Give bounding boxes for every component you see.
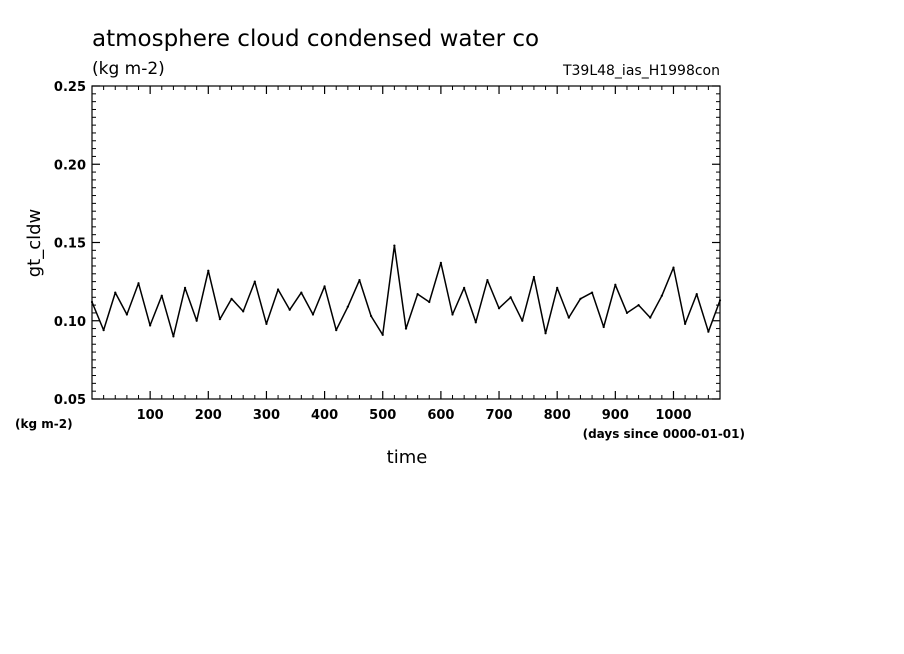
minor-ticks [92, 86, 720, 399]
data-point [463, 286, 466, 289]
data-point [160, 294, 163, 297]
run-label: T39L48_ias_H1998con [562, 63, 720, 79]
data-point [660, 294, 663, 297]
x-tick-label: 1000 [655, 408, 691, 423]
data-point [556, 286, 559, 289]
data-point [439, 261, 442, 264]
data-point [393, 244, 396, 247]
data-point [288, 308, 291, 311]
data-point [265, 322, 268, 325]
y-tick-label: 0.25 [54, 80, 86, 95]
data-point [486, 278, 489, 282]
data-point [707, 330, 710, 333]
data-point [404, 327, 408, 330]
y-tick-label: 0.20 [54, 158, 86, 173]
data-point [497, 307, 501, 310]
data-point [346, 305, 349, 308]
y-axis-label: gt_cldw [24, 209, 45, 278]
x-tick-label: 700 [485, 408, 512, 423]
data-point [474, 321, 477, 324]
data-point [253, 280, 256, 283]
data-points [90, 244, 722, 338]
data-point [509, 296, 512, 299]
data-point [428, 300, 431, 304]
data-point [195, 319, 198, 322]
data-point [672, 266, 675, 269]
data-point [276, 288, 280, 291]
data-point [602, 325, 605, 329]
data-point [149, 324, 152, 327]
data-point [323, 285, 326, 288]
data-point [218, 318, 222, 321]
data-point [335, 329, 338, 332]
data-point [718, 299, 722, 302]
data-point [590, 291, 594, 294]
data-point [521, 319, 524, 322]
data-point [684, 322, 687, 325]
x-tick-label: 900 [602, 408, 629, 423]
data-point [114, 291, 117, 294]
data-point [311, 313, 315, 316]
major-ticks [92, 85, 720, 400]
x-tick-label: 400 [311, 408, 338, 423]
x-tick-label: 200 [195, 408, 222, 423]
x-axis-units: (days since 0000-01-01) [583, 427, 745, 441]
data-point [544, 332, 547, 335]
data-point [125, 313, 128, 316]
data-point [172, 335, 175, 338]
chart-units-label: (kg m-2) [92, 59, 165, 79]
data-point [137, 282, 140, 285]
y-tick-label: 0.15 [54, 237, 86, 252]
data-point [451, 313, 454, 316]
data-point [358, 278, 361, 282]
x-tick-labels: 100 200 300 400 500 600 700 800 900 1000 [137, 408, 692, 423]
data-point [230, 297, 233, 300]
data-point [102, 329, 105, 332]
data-point [370, 314, 373, 318]
x-axis-label: time [387, 447, 428, 468]
chart-title: atmosphere cloud condensed water co [92, 26, 539, 52]
data-point [695, 293, 698, 296]
data-point [567, 316, 570, 319]
data-point [625, 311, 629, 315]
data-point [416, 293, 419, 296]
data-point [90, 300, 94, 304]
y-tick-label: 0.05 [54, 393, 86, 408]
data-point [183, 286, 187, 289]
data-point [300, 291, 303, 294]
x-tick-label: 800 [544, 408, 571, 423]
x-tick-label: 500 [369, 408, 396, 423]
data-point [207, 269, 210, 272]
data-point [381, 333, 384, 336]
data-point [649, 316, 652, 319]
data-point [637, 304, 640, 307]
y-axis-units: (kg m-2) [15, 417, 73, 431]
data-point [242, 310, 245, 313]
data-point [614, 283, 617, 286]
x-tick-label: 100 [137, 408, 164, 423]
x-tick-label: 600 [427, 408, 454, 423]
data-point [532, 275, 536, 279]
data-point [579, 297, 582, 300]
x-tick-label: 300 [253, 408, 280, 423]
series-line-gt-cldw [91, 244, 721, 338]
y-tick-labels: 0.05 0.10 0.15 0.20 0.25 [54, 80, 86, 408]
plot-frame [91, 85, 721, 400]
y-tick-label: 0.10 [54, 315, 86, 330]
